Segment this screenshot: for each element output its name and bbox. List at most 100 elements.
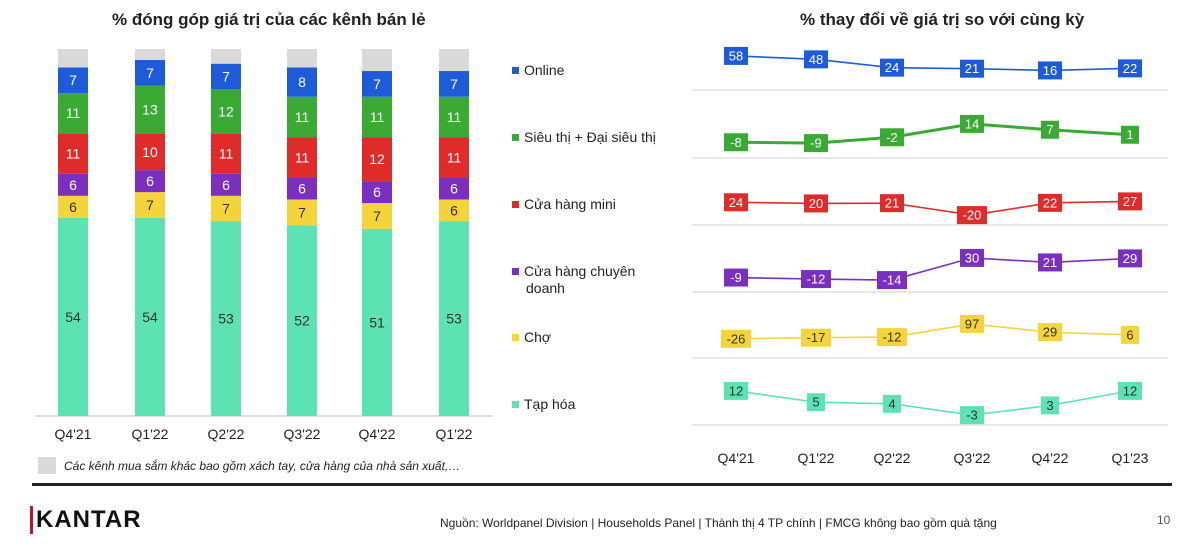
line-data-label: -8 [730,135,742,150]
line-category-label: Q3'22 [954,450,991,466]
line-data-label: 30 [965,250,979,265]
bar-segment [135,133,165,171]
footer-divider [32,483,1172,486]
line-series [735,122,1131,145]
legend-label: Chợ [524,329,552,345]
bar-value-label: 11 [219,146,234,162]
legend-item-cho: Chợ [512,329,551,346]
bar-segment [211,133,241,174]
line-point-marker [1118,192,1142,211]
legend-label: Online [524,62,565,78]
legend-swatch-cua-hang-mini [512,201,519,208]
bar-segment [362,181,392,204]
line-point-marker [721,329,751,348]
bar-segment [439,221,469,416]
bar-category-label: Q4'22 [359,426,396,442]
line-point-marker [1038,253,1062,272]
line-data-label: 29 [1043,325,1057,340]
legend-item-tap-hoa: Tạp hóa [512,396,575,413]
line-point-marker [877,271,907,290]
bar-value-label: 6 [450,202,458,218]
legend-swatch-chuyen-doanh [512,268,519,275]
bar-value-label: 54 [142,309,158,325]
bar-value-label: 51 [369,314,385,330]
line-point-marker [1041,396,1059,415]
line-point-marker [724,193,748,212]
bar-value-label: 53 [218,311,234,327]
line-point-marker [804,134,828,153]
bar-value-label: 6 [69,199,77,215]
line-point-marker [960,314,984,333]
line-point-marker [880,58,904,77]
bar-category-label: Q1'22 [436,426,473,442]
legend-swatch-cho [512,334,519,341]
line-data-label: -12 [883,330,902,345]
bar-segment [287,177,317,200]
line-category-label: Q4'22 [1032,450,1069,466]
line-data-label: -14 [883,273,902,288]
line-data-label: -2 [886,130,898,145]
legend-swatch-sieu-thi [512,134,519,141]
line-data-label: 48 [809,52,823,67]
bar-value-label: 7 [222,69,230,85]
line-series [735,55,1131,72]
bar-segment [362,96,392,138]
other-channels-swatch [38,457,56,474]
line-data-label: 14 [965,116,979,131]
legend-item-sieu-thi: Siêu thị + Đại siêu thị [512,129,656,146]
bar-segment [135,170,165,193]
legend-swatch-tap-hoa [512,401,519,408]
bar-value-label: 6 [146,173,154,189]
line-point-marker [883,394,901,413]
line-data-label: -26 [727,331,746,346]
legend-item-online: Online [512,62,564,79]
legend-label: Tạp hóa [524,396,576,412]
line-data-label: 4 [888,396,895,411]
line-point-marker [801,328,831,347]
legend-label-line2: doanh [526,280,565,296]
bar-value-label: 11 [447,149,462,165]
line-point-marker [1118,381,1142,400]
bar-segment [211,195,241,222]
line-data-label: 27 [1123,194,1137,209]
source-note: Nguồn: Worldpanel Division | Households … [440,516,997,530]
line-point-marker [1038,193,1062,212]
bar-category-label: Q2'22 [208,426,245,442]
bar-value-label: 11 [295,149,310,165]
line-point-marker [724,133,748,152]
bar-category-label: Q3'22 [284,426,321,442]
line-point-marker [804,194,828,213]
line-data-label: 6 [1126,327,1133,342]
bar-category-label: Q4'21 [55,426,92,442]
line-series [735,257,1131,281]
line-point-marker [801,270,831,289]
line-category-label: Q4'21 [718,450,755,466]
bar-value-label: 7 [222,201,230,217]
bar-segment [439,137,469,178]
other-channels-note: Các kênh mua sắm khác bao gồm xách tay, … [64,459,461,473]
bar-segment [135,192,165,218]
line-data-label: -9 [810,136,822,151]
line-point-marker [880,128,904,147]
line-point-marker [880,194,904,213]
bar-value-label: 6 [222,177,230,193]
line-point-marker [724,46,748,65]
bar-segment [287,96,317,138]
bar-segment [211,89,241,134]
bar-segment [362,71,392,97]
bar-segment [287,67,317,97]
line-data-label: 22 [1123,61,1137,76]
line-data-label: 21 [885,196,899,211]
line-data-label: -17 [807,330,826,345]
line-category-label: Q2'22 [874,450,911,466]
bar-segment [287,199,317,226]
line-data-label: 97 [965,316,979,331]
line-chart-title: % thay đổi về giá trị so với cùng kỳ [800,10,1085,29]
line-point-marker [877,328,907,347]
line-data-label: 29 [1123,251,1137,266]
bar-value-label: 12 [218,103,234,119]
line-point-marker [1121,325,1139,344]
bar-value-label: 12 [369,151,385,167]
line-data-label: 24 [885,60,899,75]
bar-segment [135,49,165,61]
